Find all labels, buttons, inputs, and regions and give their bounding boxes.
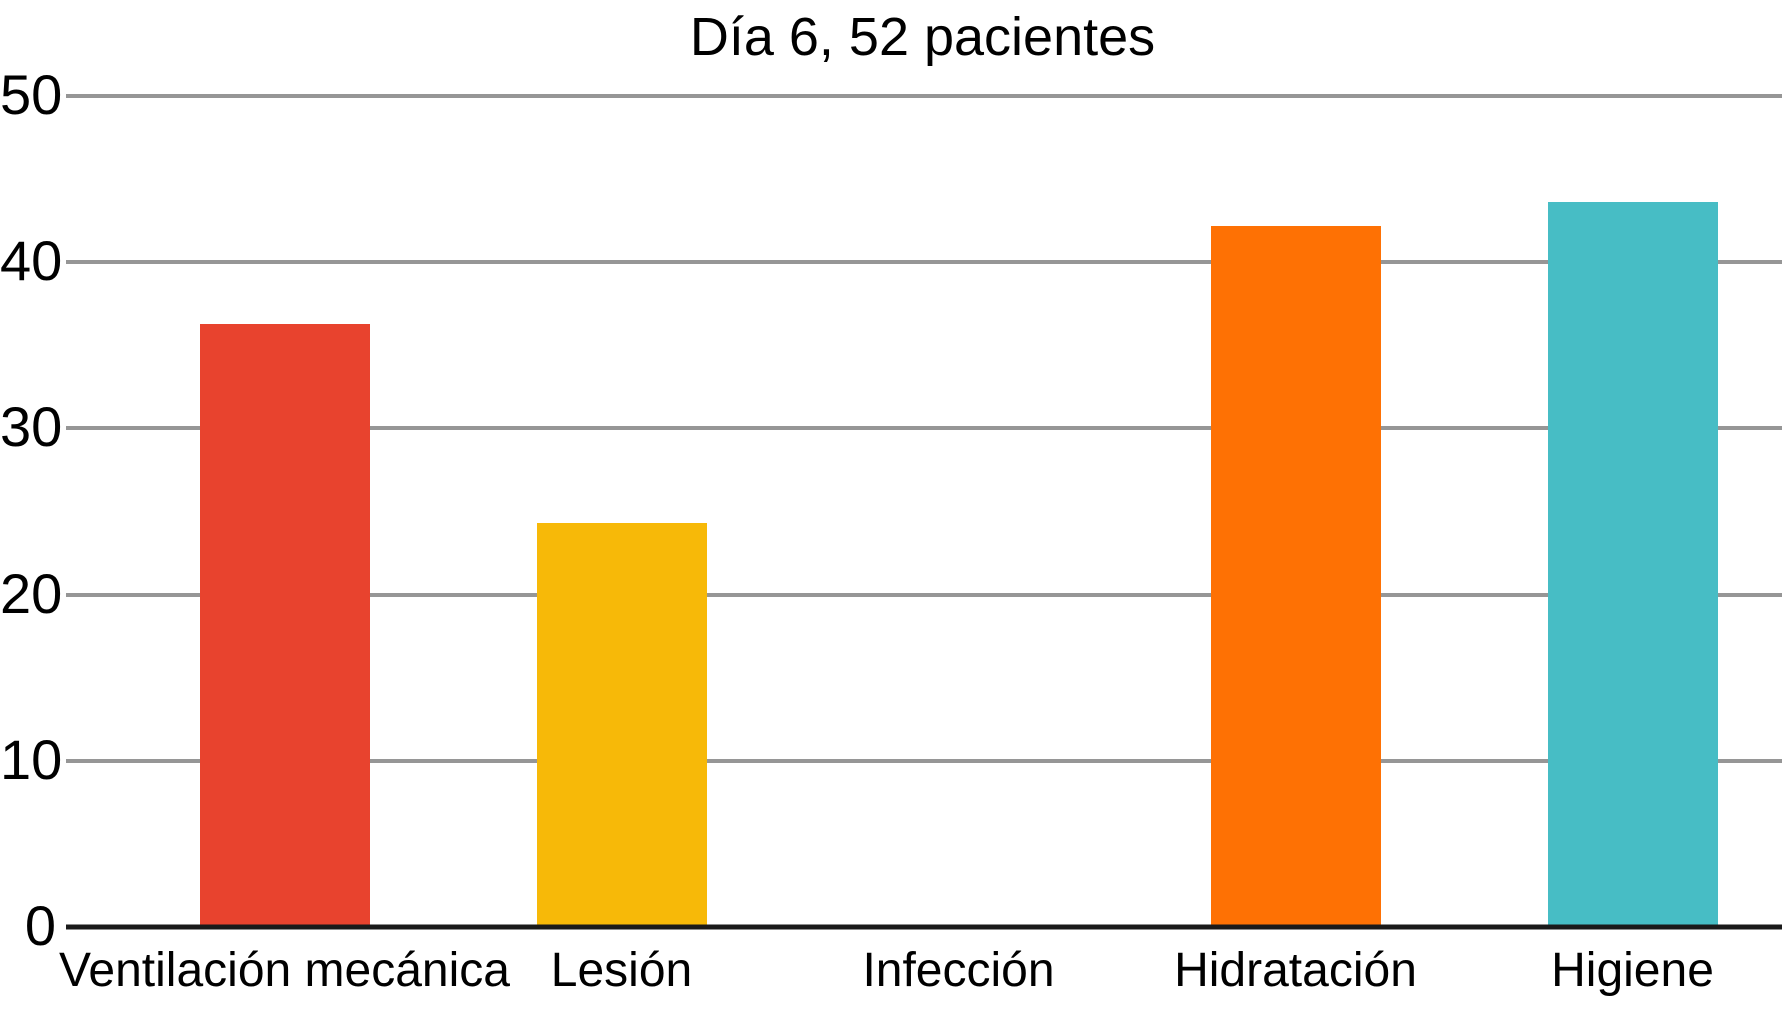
y-tick-label: 30 bbox=[0, 395, 63, 459]
gridline bbox=[66, 426, 1782, 431]
bar bbox=[1210, 225, 1381, 927]
x-category-label: Hidratación bbox=[1174, 944, 1417, 997]
chart-title: Día 6, 52 pacientes bbox=[689, 7, 1156, 67]
y-tick-label: 20 bbox=[0, 561, 63, 625]
y-tick-label: 10 bbox=[0, 727, 63, 791]
y-tick-label: 0 bbox=[24, 893, 56, 957]
gridline bbox=[66, 94, 1782, 98]
x-axis-line bbox=[66, 924, 1782, 930]
x-category-label: Lesión bbox=[550, 944, 693, 997]
x-category-label: Infección bbox=[862, 944, 1055, 997]
x-category-label: Ventilación mecánica bbox=[59, 944, 510, 997]
y-tick-label: 50 bbox=[0, 62, 63, 126]
y-tick-label: 40 bbox=[0, 229, 63, 293]
bar bbox=[1547, 202, 1718, 927]
bar bbox=[536, 523, 707, 927]
gridline bbox=[66, 260, 1782, 265]
x-category-label: Higiene bbox=[1551, 944, 1714, 997]
bar bbox=[199, 323, 370, 927]
gridline bbox=[66, 592, 1782, 597]
gridline bbox=[66, 758, 1782, 763]
